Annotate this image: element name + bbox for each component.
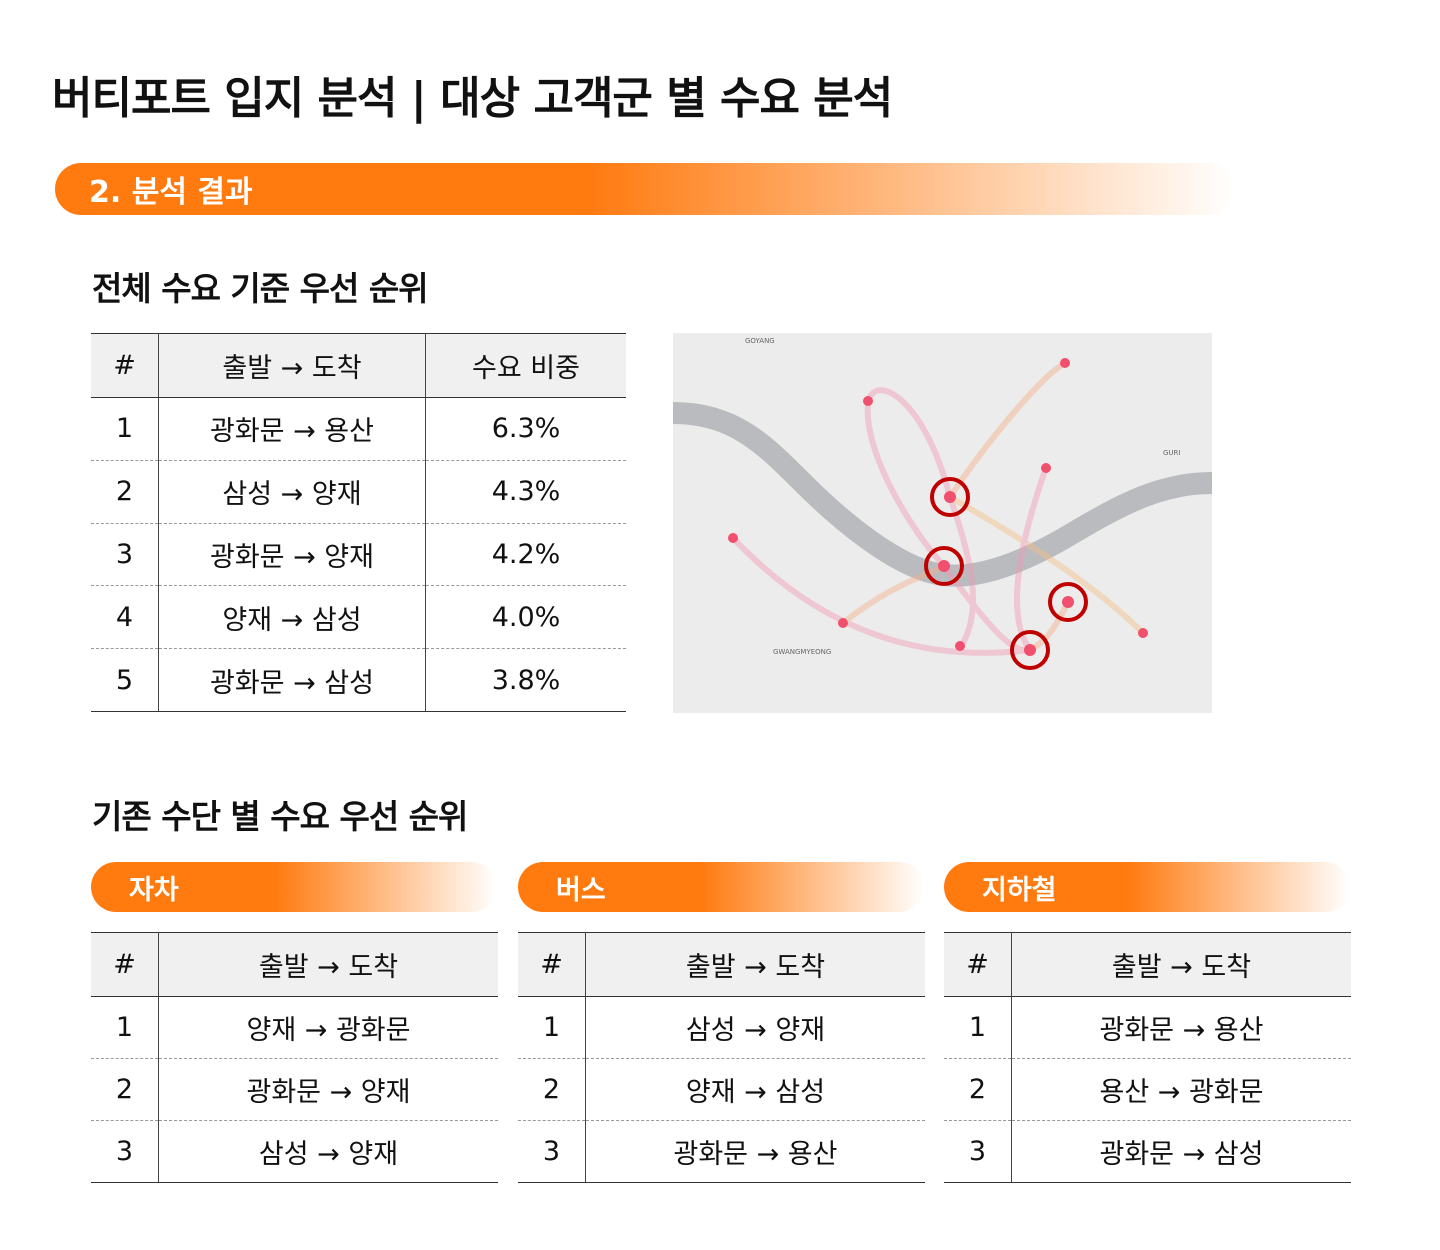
table-row: 1 양재 → 광화문 (91, 996, 498, 1059)
map-label: GURI (1163, 449, 1180, 457)
table-cell: 광화문 → 삼성 (1011, 1120, 1351, 1183)
table-cell: 광화문 → 삼성 (158, 648, 426, 712)
section-heading: 기존 수단 별 수요 우선 순위 (92, 797, 468, 836)
table-cell: 삼성 → 양재 (585, 996, 925, 1059)
table-cell: 3.8% (425, 648, 626, 712)
header-row: # 출발 → 도착 (91, 932, 498, 997)
column-header: 수요 비중 (425, 333, 626, 398)
table-cell: 2 (944, 1058, 1012, 1121)
table-row: 4 양재 → 삼성 4.0% (91, 585, 626, 650)
column-header: # (91, 932, 159, 997)
header-row: # 출발 → 도착 수요 비중 (91, 333, 626, 398)
table-row: 2 용산 → 광화문 (944, 1058, 1351, 1121)
ranking-table: # 출발 → 도착 1 광화문 → 용산 2 용산 → 광화문 3 광화문 → 삼성 (944, 932, 1351, 1183)
mode-banner: 버스 (518, 862, 924, 912)
mode-banner: 지하철 (944, 862, 1350, 912)
table-cell: 1 (944, 996, 1012, 1059)
ranking-table: # 출발 → 도착 수요 비중 1 광화문 → 용산 6.3% 2 삼성 → 양재 4.3% 3 광… (91, 333, 626, 712)
page-title: 버티포트 입지 분석 | 대상 고객군 별 수요 분석 (52, 73, 893, 124)
map-label: GWANGMYEONG (773, 648, 831, 656)
table-cell: 2 (518, 1058, 586, 1121)
highlight-circles (924, 477, 1088, 670)
table-cell: 2 (91, 1058, 159, 1121)
table-cell: 6.3% (425, 397, 626, 461)
table-cell: 5 (91, 648, 159, 712)
column-header: 출발 → 도착 (585, 932, 925, 997)
flow-arcs (730, 360, 1146, 656)
table-cell: 3 (91, 523, 159, 587)
ranking-table: # 출발 → 도착 1 삼성 → 양재 2 양재 → 삼성 3 광화문 → 용산 (518, 932, 925, 1183)
section-banner: 2. 분석 결과 (55, 163, 1235, 215)
table-row: 3 광화문 → 삼성 (944, 1120, 1351, 1183)
table-cell: 1 (91, 397, 159, 461)
table-cell: 4.3% (425, 460, 626, 524)
column-header: 출발 → 도착 (158, 932, 498, 997)
table-cell: 1 (91, 996, 159, 1059)
table-row: 5 광화문 → 삼성 3.8% (91, 648, 626, 712)
table-row: 3 삼성 → 양재 (91, 1120, 498, 1183)
map-label: GOYANG (745, 337, 775, 345)
map-bg (673, 333, 1212, 713)
mode-name: 자차 (129, 874, 179, 906)
table-cell: 3 (91, 1120, 159, 1183)
column-header: 출발 → 도착 (158, 333, 426, 398)
table-cell: 광화문 → 용산 (585, 1120, 925, 1183)
table-cell: 2 (91, 460, 159, 524)
table-cell: 삼성 → 양재 (158, 1120, 498, 1183)
table-row: 3 광화문 → 양재 4.2% (91, 523, 626, 587)
section-heading: 전체 수요 기준 우선 순위 (92, 269, 429, 308)
table-cell: 삼성 → 양재 (158, 460, 426, 524)
table-cell: 4.0% (425, 585, 626, 650)
table-cell: 광화문 → 양재 (158, 1058, 498, 1121)
column-header: # (91, 333, 159, 398)
demand-map: GOYANG GURI GWANGMYEONG (673, 333, 1212, 713)
table-row: 2 양재 → 삼성 (518, 1058, 925, 1121)
table-row: 3 광화문 → 용산 (518, 1120, 925, 1183)
table-row: 1 삼성 → 양재 (518, 996, 925, 1059)
column-header: # (518, 932, 586, 997)
table-cell: 3 (518, 1120, 586, 1183)
vertiport-markers (728, 358, 1148, 656)
table-row: 2 삼성 → 양재 4.3% (91, 460, 626, 524)
section-title: 2. 분석 결과 (89, 175, 253, 210)
table-cell: 3 (944, 1120, 1012, 1183)
column-header: 출발 → 도착 (1011, 932, 1351, 997)
table-cell: 양재 → 삼성 (158, 585, 426, 650)
ranking-table: # 출발 → 도착 1 양재 → 광화문 2 광화문 → 양재 3 삼성 → 양재 (91, 932, 498, 1183)
table-row: 1 광화문 → 용산 (944, 996, 1351, 1059)
header-row: # 출발 → 도착 (944, 932, 1351, 997)
table-row: 1 광화문 → 용산 6.3% (91, 397, 626, 461)
table-cell: 양재 → 삼성 (585, 1058, 925, 1121)
table-cell: 4.2% (425, 523, 626, 587)
table-cell: 광화문 → 용산 (158, 397, 426, 461)
header-row: # 출발 → 도착 (518, 932, 925, 997)
river (673, 402, 1212, 587)
table-cell: 1 (518, 996, 586, 1059)
table-cell: 광화문 → 양재 (158, 523, 426, 587)
mode-banner: 자차 (91, 862, 497, 912)
mode-name: 지하철 (982, 874, 1057, 906)
column-header: # (944, 932, 1012, 997)
table-row: 2 광화문 → 양재 (91, 1058, 498, 1121)
table-cell: 양재 → 광화문 (158, 996, 498, 1059)
table-cell: 용산 → 광화문 (1011, 1058, 1351, 1121)
table-cell: 광화문 → 용산 (1011, 996, 1351, 1059)
table-cell: 4 (91, 585, 159, 650)
mode-name: 버스 (556, 874, 606, 906)
